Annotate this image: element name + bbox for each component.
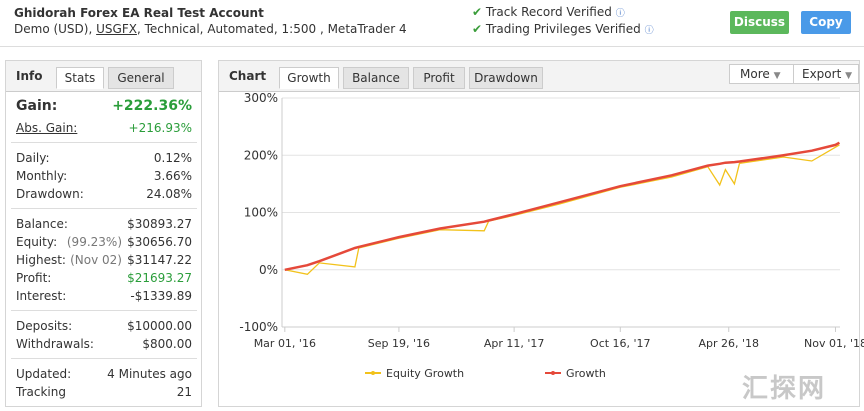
general-tab[interactable]: General [108,67,174,89]
stat-value: 4 Minutes ago [107,367,192,381]
stat-label: Abs. Gain: [16,121,78,135]
stat-value: 3.66% [153,169,192,183]
stat-label: Deposits: [16,319,73,333]
watermark: 汇探网 [742,374,827,404]
x-tick-label: Apr 26, '18 [698,337,759,350]
stat-value: $30656.70 [127,235,192,249]
stat-row: Monthly: 3.66% [16,167,192,185]
stat-value: 21 [176,385,192,399]
growth-tab[interactable]: Growth [279,67,339,89]
stat-row: Profit: $21693.27 [16,269,192,287]
stat-label: Tracking [16,385,66,399]
stat-value: -$1339.89 [130,289,192,303]
stats-tab[interactable]: Stats [56,67,104,89]
stat-row: Interest: -$1339.89 [16,287,192,305]
more-menu[interactable]: More ▼ [729,64,799,84]
info-panel: Info Stats General Gain: +222.36% Abs. Gai… [5,60,202,407]
export-menu[interactable]: Export ▼ [793,64,859,84]
stat-value: $21693.27 [127,271,192,285]
stat-value: $30893.27 [127,217,192,231]
y-tick-label: 200% [244,148,278,162]
drawdown-tab[interactable]: Drawdown [469,67,543,89]
subtitle-text: , Technical, Automated, 1:500 , MetaTrad… [136,22,407,36]
stat-value: +222.36% [112,98,192,114]
stat-label: Withdrawals: [16,337,94,351]
verified-text: Track Record Verified [485,5,612,19]
stat-label: Gain: [16,98,58,114]
separator [11,358,197,359]
stat-row: Equity: (99.23%) $30656.70 [16,233,192,251]
x-tick-label: Mar 01, '16 [254,337,316,350]
discuss-button[interactable]: Discuss [730,11,789,34]
stat-label: Profit: [16,271,52,285]
x-tick-label: Nov 01, '18 [804,337,864,350]
stat-row: Highest: (Nov 02) $31147.22 [16,251,192,269]
profit-tab[interactable]: Profit [413,67,465,89]
x-tick-label: Oct 16, '17 [590,337,651,350]
account-name: Ghidorah Forex EA Real Test Account [14,6,264,20]
stat-row: Daily: 0.12% [16,149,192,167]
series-line [284,141,841,272]
stat-value: +216.93% [128,121,192,135]
chart-panel: Chart Growth Balance Profit Drawdown Mor… [218,60,860,407]
stat-note: (99.23%) [66,235,122,249]
y-tick-label: -100% [239,320,278,334]
account-subtitle: Demo (USD), USGFX, Technical, Automated,… [14,22,407,36]
y-tick-label: 100% [244,206,278,220]
separator [11,310,197,311]
panel-title: Info [16,69,43,83]
stat-note: (Nov 02) [70,253,122,267]
stat-row: Gain: +222.36% [16,97,192,115]
header: Ghidorah Forex EA Real Test Account Demo… [0,0,864,47]
verified-item: ✔ Trading Privileges Verified ⓘ [472,22,654,36]
panel-title: Chart [229,69,267,83]
verified-item: ✔ Track Record Verified ⓘ [472,5,625,19]
legend-label: Growth [566,367,606,380]
stat-label: Equity: [16,235,58,249]
stat-label: Highest: [16,253,66,267]
stat-label: Monthly: [16,169,68,183]
stat-value: $31147.22 [127,253,192,267]
balance-tab[interactable]: Balance [343,67,409,89]
legend-label: Equity Growth [386,367,464,380]
legend-marker [371,371,375,375]
stat-row: Drawdown: 24.08% [16,185,192,203]
legend-marker [551,371,555,375]
stat-label: Daily: [16,151,50,165]
stat-row: Updated: 4 Minutes ago [16,365,192,383]
x-tick-label: Apr 11, '17 [484,337,545,350]
stat-value: $10000.00 [127,319,192,333]
stat-value: 0.12% [153,151,192,165]
menu-text: More [740,67,770,81]
y-tick-label: 0% [259,263,278,277]
y-tick-label: 300% [244,91,278,105]
series-line [284,144,840,276]
stat-label: Interest: [16,289,67,303]
stat-value: 24.08% [146,187,192,201]
verified-text: Trading Privileges Verified [485,22,641,36]
copy-button[interactable]: Copy [801,11,851,34]
stat-label: Updated: [16,367,72,381]
stat-value: $800.00 [142,337,192,351]
subtitle-text: Demo (USD), [14,22,93,36]
separator [11,208,197,209]
x-tick-label: Sep 19, '16 [368,337,430,350]
stat-row: Balance: $30893.27 [16,215,192,233]
menu-text: Export [802,67,842,81]
broker-link[interactable]: USGFX [96,22,137,36]
stat-row: Abs. Gain: +216.93% [16,119,192,137]
stat-row: Withdrawals: $800.00 [16,335,192,353]
stat-row: Tracking 21 [16,383,192,401]
separator [11,142,197,143]
stat-label: Drawdown: [16,187,84,201]
stat-row: Deposits: $10000.00 [16,317,192,335]
stat-label: Balance: [16,217,68,231]
